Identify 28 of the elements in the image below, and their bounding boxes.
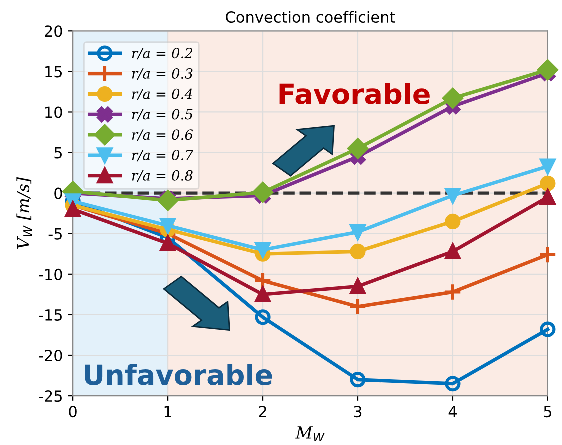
legend-label: r/a = 0.7 (132, 150, 194, 162)
x-tick-label: 0 (69, 406, 77, 418)
y-tick-label: 15 (46, 66, 62, 78)
annotation: Unfavorable (85, 364, 272, 386)
legend-label: r/a = 0.5 (132, 109, 193, 121)
legend-label: r/a = 0.6 (132, 130, 194, 142)
x-tick-label: 5 (544, 406, 552, 418)
y-tick-label: 0 (54, 188, 62, 200)
y-tick-label: 10 (46, 106, 62, 118)
x-tick-label: 3 (354, 406, 362, 418)
legend-label: r/a = 0.4 (132, 88, 193, 100)
y-tick-label: -5 (48, 228, 62, 240)
x-tick-label: 4 (448, 406, 457, 418)
x-axis-title: M$_{W}$ (296, 426, 325, 442)
y-tick-label: -25 (39, 390, 62, 402)
y-tick-label: -15 (39, 310, 62, 321)
legend-label: r/a = 0.2 (132, 48, 193, 60)
y-tick-label: 5 (54, 147, 62, 159)
y-tick-label: -20 (39, 350, 62, 362)
chart-title: Convection coefficient (226, 11, 396, 24)
x-tick-label: 2 (259, 406, 266, 418)
y-tick-label: 20 (45, 26, 62, 38)
y-axis-title: V$_{W}$ [m/s] (16, 177, 32, 250)
y-tick-label: -10 (39, 268, 62, 280)
annotation: Favorable (280, 83, 430, 105)
legend-label: r/a = 0.8 (132, 170, 193, 182)
x-tick-label: 1 (164, 406, 172, 418)
legend-label: r/a = 0.3 (132, 68, 193, 80)
